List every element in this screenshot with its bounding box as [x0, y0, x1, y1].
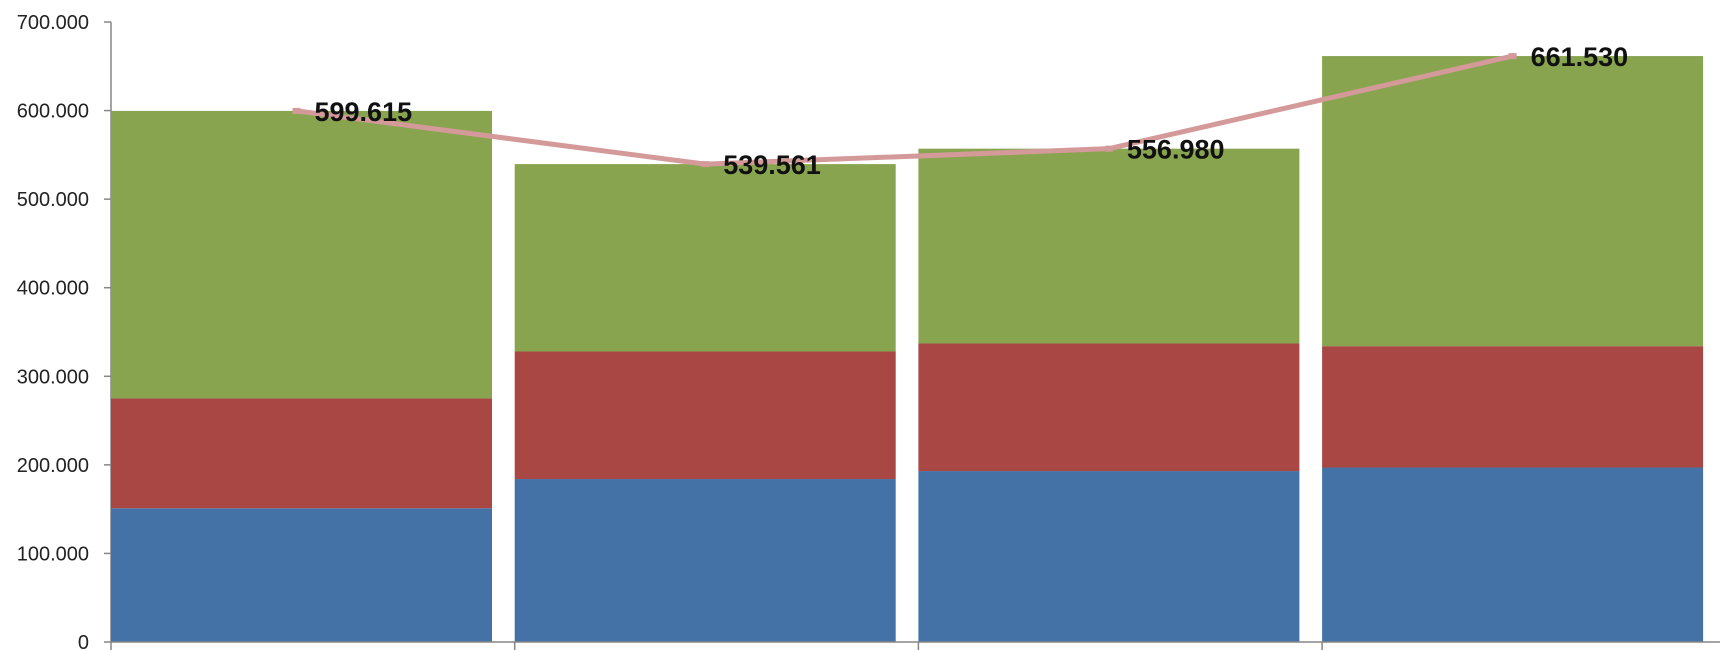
y-tick-label: 600.000: [17, 101, 89, 123]
y-tick-label: 200.000: [17, 455, 89, 477]
bar-segment: [514, 479, 896, 642]
totals-line: [292, 53, 1517, 168]
bar-segment: [111, 398, 492, 509]
totals-line-point: [701, 161, 710, 168]
totals-line-point: [1508, 53, 1517, 60]
y-tick-label: 300.000: [17, 366, 89, 388]
bar-segment: [111, 110, 492, 399]
bar-segment: [1322, 467, 1704, 642]
bar-segment: [918, 148, 1300, 344]
x-axis: [110, 641, 1720, 650]
y-tick-label: 500.000: [17, 189, 89, 211]
totals-line-point: [292, 107, 301, 114]
y-tick-label: 400.000: [17, 278, 89, 300]
totals-line-path: [294, 53, 1516, 167]
bar-segment: [1322, 56, 1704, 347]
total-data-label: 599.615: [315, 97, 413, 127]
y-axis: 0 100.000 200.000 300.000 400.000 500.000 600.…: [17, 12, 112, 651]
total-labels: 599.615 539.561 556.980 661.530: [315, 42, 1629, 180]
total-data-label: 539.561: [723, 150, 821, 180]
totals-line-point: [1104, 145, 1113, 152]
bar-segment: [1322, 346, 1704, 468]
y-tick-label: 700.000: [17, 12, 89, 34]
bars: [111, 56, 1704, 642]
bar-segment: [514, 351, 896, 480]
bar-segment: [111, 508, 492, 642]
total-data-label: 661.530: [1531, 42, 1629, 72]
total-data-label: 556.980: [1127, 135, 1225, 165]
bar-segment: [514, 164, 896, 352]
bar-segment: [918, 471, 1300, 642]
bar-segment: [918, 343, 1300, 472]
y-tick-label: 100.000: [17, 543, 89, 565]
y-tick-label: 0: [78, 632, 89, 651]
